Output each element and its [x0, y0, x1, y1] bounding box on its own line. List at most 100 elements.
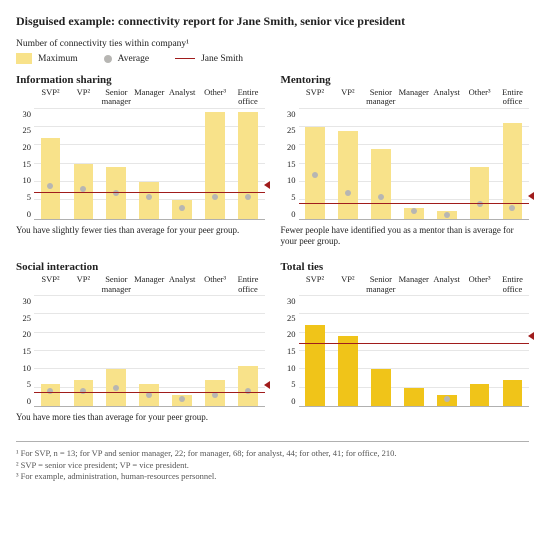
category-label: Entireoffice — [496, 275, 529, 294]
bar — [371, 149, 391, 219]
y-axis: 302520151050 — [16, 296, 34, 406]
y-tick: 5 — [281, 379, 296, 389]
y-tick: 5 — [16, 192, 31, 202]
plot-info — [34, 109, 265, 220]
category-label: Seniormanager — [364, 275, 397, 294]
category-row: SVP²VP²SeniormanagerManagerAnalystOther³… — [281, 275, 530, 294]
legend-heading: Number of connectivity ties within compa… — [16, 39, 529, 49]
legend-label-avg: Average — [118, 54, 149, 64]
panel-mentoring: Mentoring SVP²VP²SeniormanagerManagerAnal… — [281, 74, 530, 247]
panel-total: Total ties SVP²VP²SeniormanagerManagerAna… — [281, 261, 530, 423]
avg-dot — [179, 396, 185, 402]
y-tick: 0 — [16, 209, 31, 219]
category-label: Other³ — [199, 275, 232, 294]
avg-dot — [245, 194, 251, 200]
y-tick: 30 — [16, 296, 31, 306]
category-label: SVP² — [299, 88, 332, 107]
footnotes: ¹ For SVP, n = 13; for VP and senior man… — [16, 441, 529, 482]
footnote-1: ¹ For SVP, n = 13; for VP and senior man… — [16, 448, 529, 459]
y-tick: 20 — [16, 329, 31, 339]
footnote-3: ³ For example, administration, human-res… — [16, 471, 529, 482]
y-tick: 25 — [16, 125, 31, 135]
avg-dot — [312, 172, 318, 178]
plot-social — [34, 296, 265, 407]
bar — [371, 369, 391, 406]
category-row: SVP²VP²SeniormanagerManagerAnalystOther³… — [281, 88, 530, 107]
legend-swatch-max — [16, 53, 32, 64]
jane-line — [299, 203, 530, 204]
legend: Maximum Average Jane Smith — [16, 53, 529, 64]
jane-marker-icon — [528, 192, 534, 200]
page-title: Disguised example: connectivity report f… — [16, 14, 529, 29]
panel-social: Social interaction SVP²VP²SeniormanagerMa… — [16, 261, 265, 423]
footnote-2: ² SVP = senior vice president; VP = vice… — [16, 460, 529, 471]
avg-dot — [47, 183, 53, 189]
y-tick: 20 — [16, 142, 31, 152]
category-label: Manager — [397, 275, 430, 294]
jane-marker-icon — [264, 381, 270, 389]
category-label: VP² — [67, 275, 100, 294]
chart-grid: Information sharingSVP²VP²SeniormanagerM… — [16, 74, 529, 423]
avg-dot — [113, 385, 119, 391]
y-tick: 25 — [281, 125, 296, 135]
category-label: Analyst — [166, 88, 199, 107]
category-label: Analyst — [430, 88, 463, 107]
bar — [305, 325, 325, 406]
category-label: Analyst — [166, 275, 199, 294]
bar — [238, 366, 258, 406]
panel-caption-mentoring: Fewer people have identified you as a me… — [281, 225, 530, 248]
y-axis: 302520151050 — [281, 109, 299, 219]
category-label: Analyst — [430, 275, 463, 294]
category-label: Manager — [133, 88, 166, 107]
avg-dot — [345, 190, 351, 196]
avg-dot — [378, 194, 384, 200]
legend-swatch-jane — [175, 58, 195, 59]
category-label: Seniormanager — [100, 275, 133, 294]
avg-dot — [477, 201, 483, 207]
jane-line — [34, 192, 265, 193]
category-label: Other³ — [463, 88, 496, 107]
y-tick: 10 — [16, 175, 31, 185]
avg-dot — [212, 194, 218, 200]
y-tick: 10 — [281, 363, 296, 373]
category-label: VP² — [331, 275, 364, 294]
y-axis: 302520151050 — [281, 296, 299, 406]
panel-caption-social: You have more ties than average for your… — [16, 412, 265, 423]
category-label: Entireoffice — [496, 88, 529, 107]
y-tick: 15 — [16, 346, 31, 356]
bar — [205, 112, 225, 218]
legend-label-max: Maximum — [38, 54, 78, 64]
jane-marker-icon — [264, 181, 270, 189]
panel-title-total: Total ties — [281, 261, 530, 273]
panel-title-info: Information sharing — [16, 74, 265, 86]
bar — [41, 138, 61, 219]
jane-line — [299, 343, 530, 344]
avg-dot — [411, 208, 417, 214]
category-label: VP² — [331, 88, 364, 107]
y-tick: 20 — [281, 329, 296, 339]
category-label: Entireoffice — [232, 275, 265, 294]
category-label: Other³ — [463, 275, 496, 294]
bar — [503, 380, 523, 406]
bar — [238, 112, 258, 218]
panel-title-social: Social interaction — [16, 261, 265, 273]
panel-caption-info: You have slightly fewer ties than averag… — [16, 225, 265, 236]
legend-swatch-avg — [104, 55, 112, 63]
y-tick: 15 — [16, 159, 31, 169]
y-tick: 20 — [281, 142, 296, 152]
y-tick: 25 — [281, 313, 296, 323]
bar — [404, 388, 424, 406]
jane-line — [34, 392, 265, 393]
panel-info: Information sharingSVP²VP²SeniormanagerM… — [16, 74, 265, 247]
avg-dot — [113, 190, 119, 196]
category-label: VP² — [67, 88, 100, 107]
category-label: Seniormanager — [364, 88, 397, 107]
category-label: Manager — [397, 88, 430, 107]
y-axis: 302520151050 — [16, 109, 34, 219]
panel-title-mentoring: Mentoring — [281, 74, 530, 86]
bar — [470, 384, 490, 406]
category-label: SVP² — [34, 275, 67, 294]
jane-marker-icon — [528, 332, 534, 340]
category-label: Manager — [133, 275, 166, 294]
category-label: Entireoffice — [232, 88, 265, 107]
